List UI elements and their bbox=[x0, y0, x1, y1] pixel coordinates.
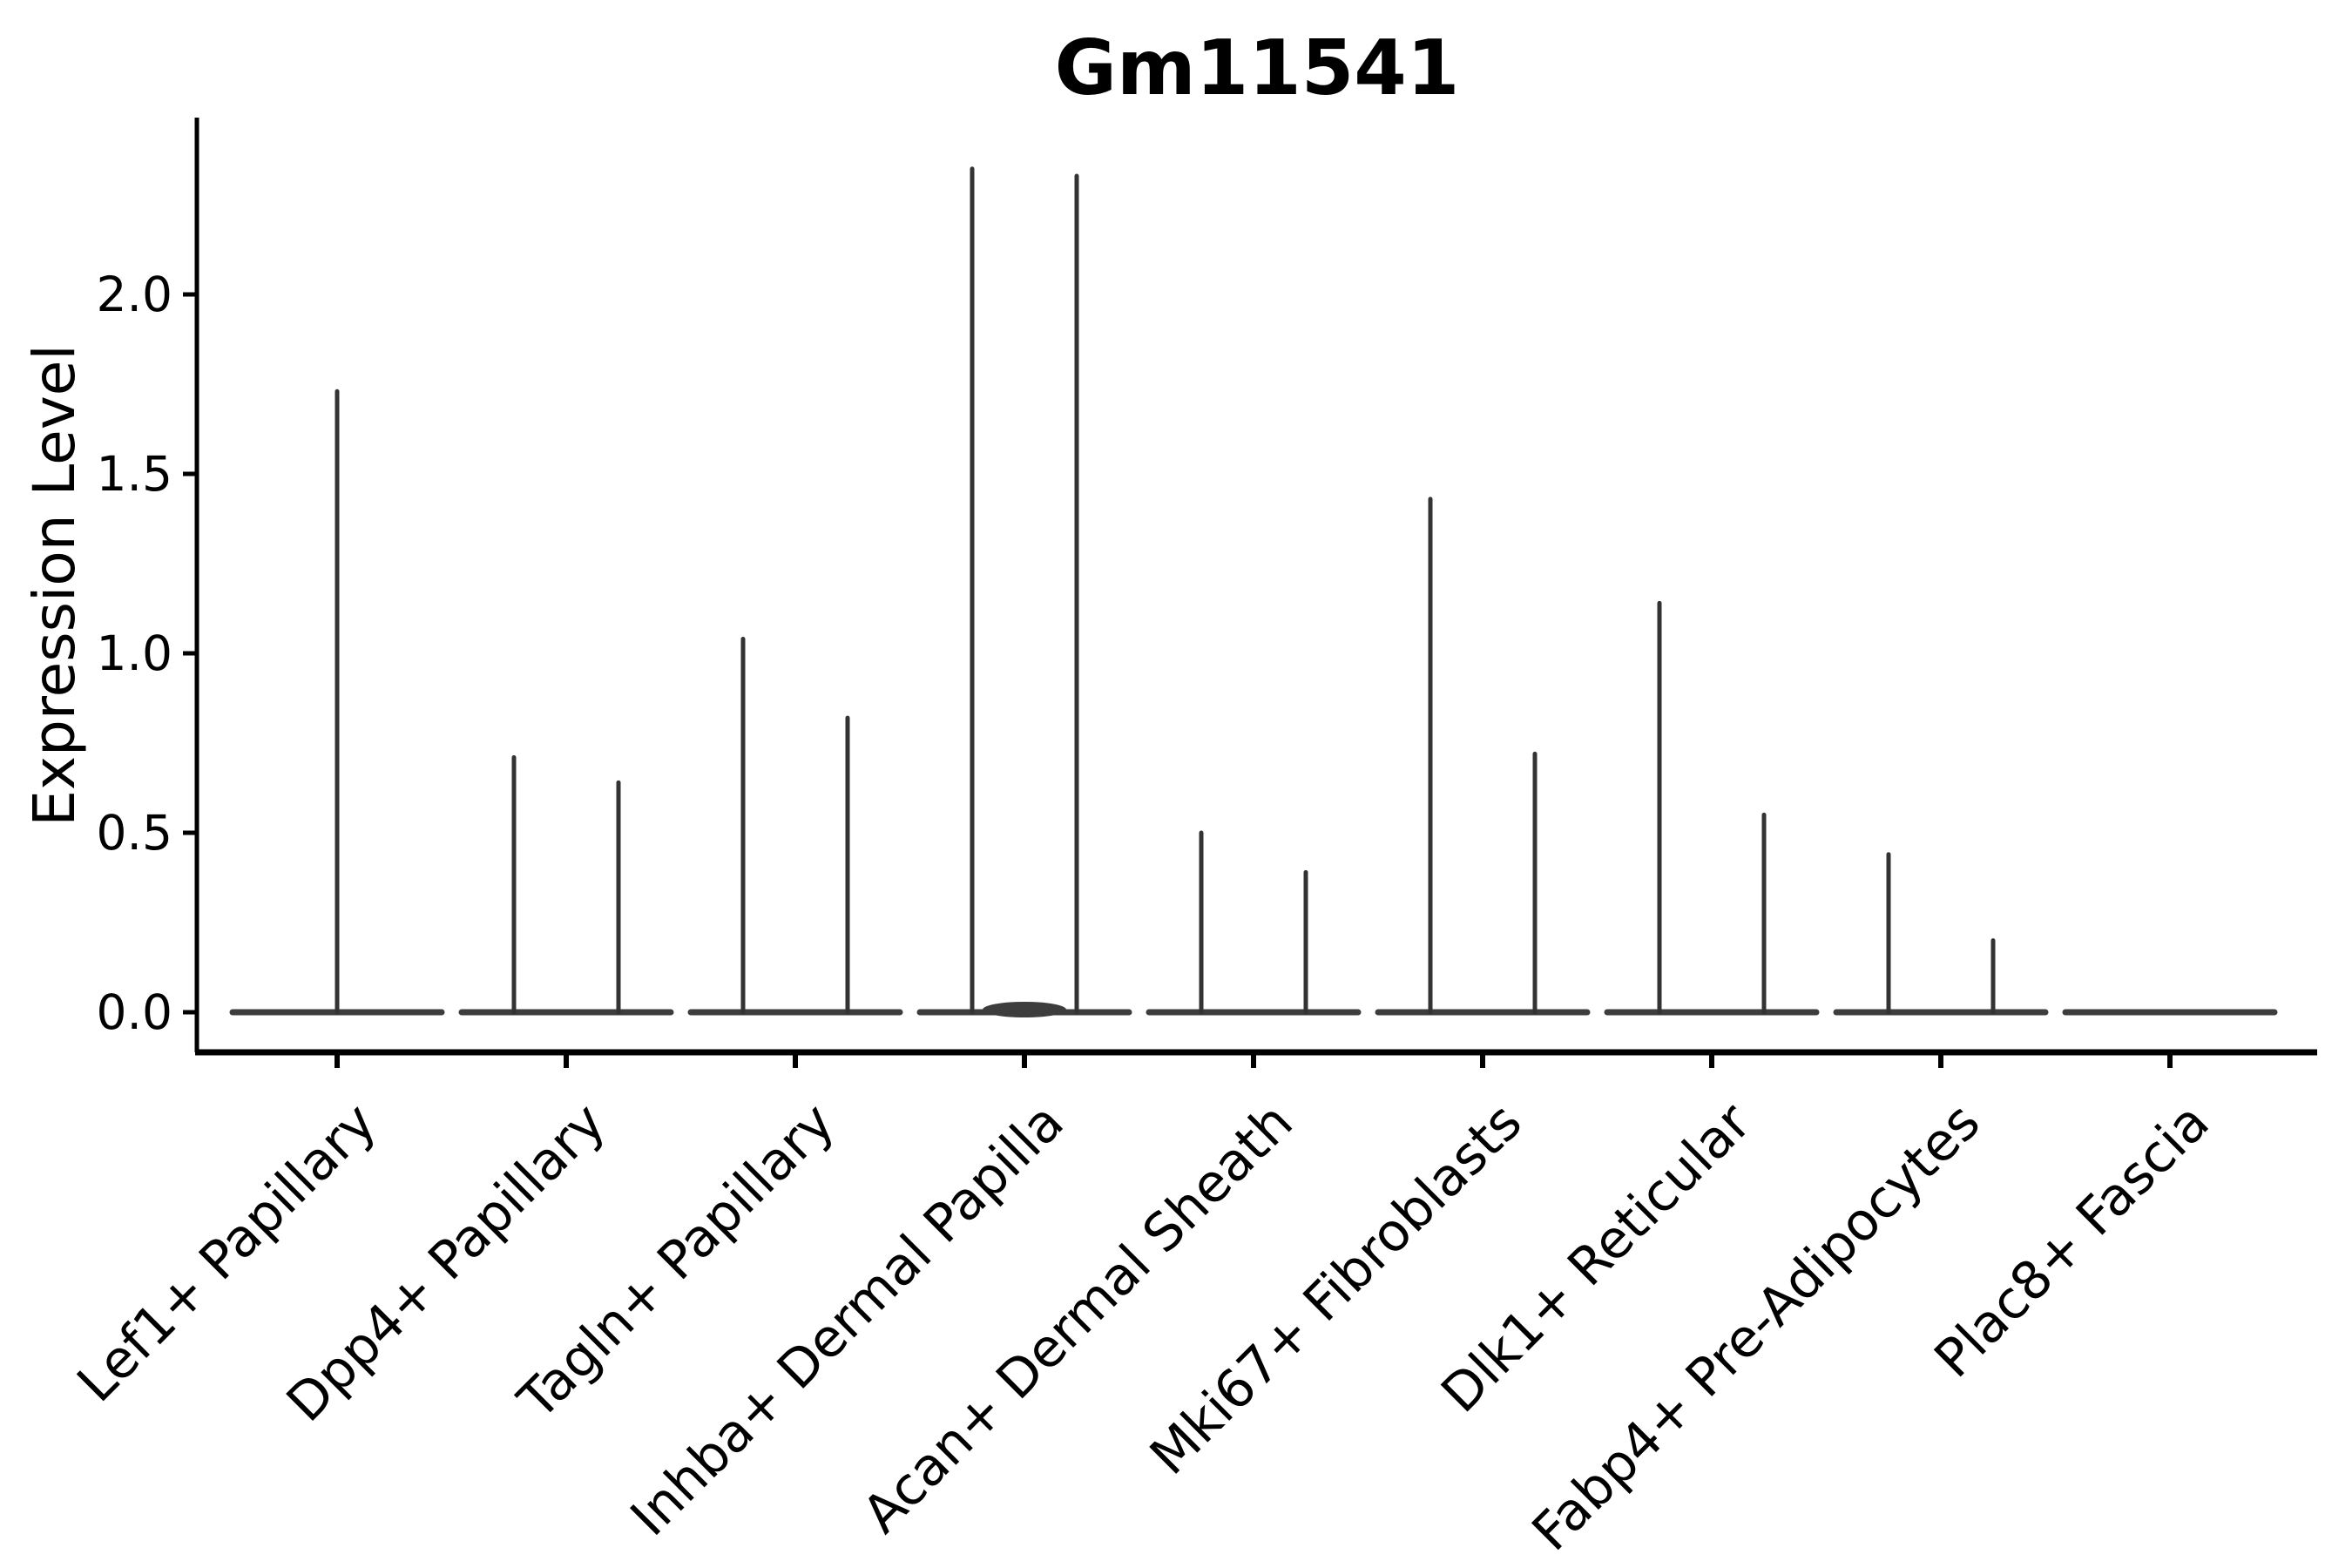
x-tick-label: Mki67+ Fibroblasts bbox=[1139, 1092, 1534, 1487]
violin-body-bump bbox=[983, 1002, 1066, 1017]
chart-title: Gm11541 bbox=[1055, 24, 1460, 112]
x-tick-label: Inhba+ Dermal Papilla bbox=[619, 1092, 1076, 1548]
y-tick-label: 2.0 bbox=[97, 267, 172, 322]
x-tick-label: Fabp4+ Pre-Adipocytes bbox=[1521, 1092, 1992, 1563]
y-tick-label: 0.0 bbox=[97, 984, 172, 1040]
x-tick-label: Acan+ Dermal Sheath bbox=[851, 1092, 1305, 1545]
y-tick-label: 1.0 bbox=[97, 625, 172, 681]
y-axis-label: Expression Level bbox=[21, 344, 88, 826]
y-tick-label: 1.5 bbox=[97, 446, 172, 502]
y-tick-label: 0.5 bbox=[97, 805, 172, 861]
